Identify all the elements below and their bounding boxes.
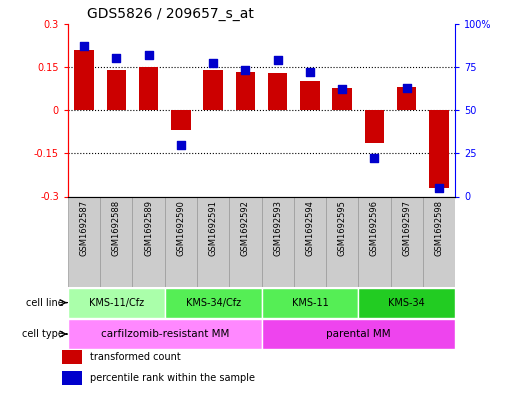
Bar: [68, 319, 262, 349]
Bar: [326, 196, 358, 287]
Bar: [423, 196, 455, 287]
Text: KMS-34: KMS-34: [388, 298, 425, 308]
Text: GSM1692593: GSM1692593: [273, 200, 282, 256]
Text: KMS-34/Cfz: KMS-34/Cfz: [186, 298, 241, 308]
Bar: [391, 196, 423, 287]
Text: KMS-11/Cfz: KMS-11/Cfz: [89, 298, 144, 308]
Text: GSM1692597: GSM1692597: [402, 200, 411, 256]
Text: cell line: cell line: [26, 298, 64, 308]
Bar: [294, 196, 326, 287]
Text: transformed count: transformed count: [90, 352, 180, 362]
Point: [370, 155, 379, 162]
Bar: [262, 196, 294, 287]
Bar: [358, 288, 455, 318]
Text: GSM1692590: GSM1692590: [176, 200, 185, 256]
Text: GSM1692587: GSM1692587: [79, 200, 88, 256]
Bar: [203, 70, 223, 110]
Bar: [300, 81, 320, 110]
Point: [305, 69, 314, 75]
Text: GSM1692596: GSM1692596: [370, 200, 379, 256]
Bar: [262, 319, 455, 349]
Bar: [62, 350, 82, 364]
Bar: [68, 288, 165, 318]
Bar: [268, 73, 287, 110]
Bar: [132, 196, 165, 287]
Bar: [236, 72, 255, 110]
Text: GSM1692589: GSM1692589: [144, 200, 153, 256]
Bar: [429, 110, 449, 188]
Point: [112, 55, 120, 61]
Text: KMS-11: KMS-11: [291, 298, 328, 308]
Bar: [229, 196, 262, 287]
Point: [80, 43, 88, 49]
Bar: [358, 196, 391, 287]
Bar: [365, 110, 384, 143]
Text: GDS5826 / 209657_s_at: GDS5826 / 209657_s_at: [87, 7, 254, 21]
Point: [177, 141, 185, 148]
Bar: [100, 196, 132, 287]
Text: GSM1692588: GSM1692588: [112, 200, 121, 256]
Text: percentile rank within the sample: percentile rank within the sample: [90, 373, 255, 383]
Bar: [62, 371, 82, 385]
Bar: [74, 50, 94, 110]
Point: [209, 60, 218, 66]
Bar: [107, 70, 126, 110]
Text: carfilzomib-resistant MM: carfilzomib-resistant MM: [100, 329, 229, 339]
Bar: [397, 87, 416, 110]
Bar: [68, 196, 100, 287]
Point: [274, 57, 282, 63]
Text: GSM1692594: GSM1692594: [305, 200, 314, 256]
Point: [435, 185, 443, 191]
Bar: [139, 67, 158, 110]
Point: [144, 51, 153, 58]
Bar: [165, 196, 197, 287]
Text: GSM1692598: GSM1692598: [435, 200, 444, 256]
Text: GSM1692592: GSM1692592: [241, 200, 250, 256]
Point: [241, 67, 249, 73]
Text: cell type: cell type: [22, 329, 64, 339]
Bar: [165, 288, 262, 318]
Bar: [262, 288, 358, 318]
Point: [403, 84, 411, 91]
Bar: [197, 196, 229, 287]
Bar: [171, 110, 190, 130]
Point: [338, 86, 346, 92]
Bar: [333, 88, 352, 110]
Text: parental MM: parental MM: [326, 329, 391, 339]
Text: GSM1692591: GSM1692591: [209, 200, 218, 256]
Text: GSM1692595: GSM1692595: [338, 200, 347, 256]
